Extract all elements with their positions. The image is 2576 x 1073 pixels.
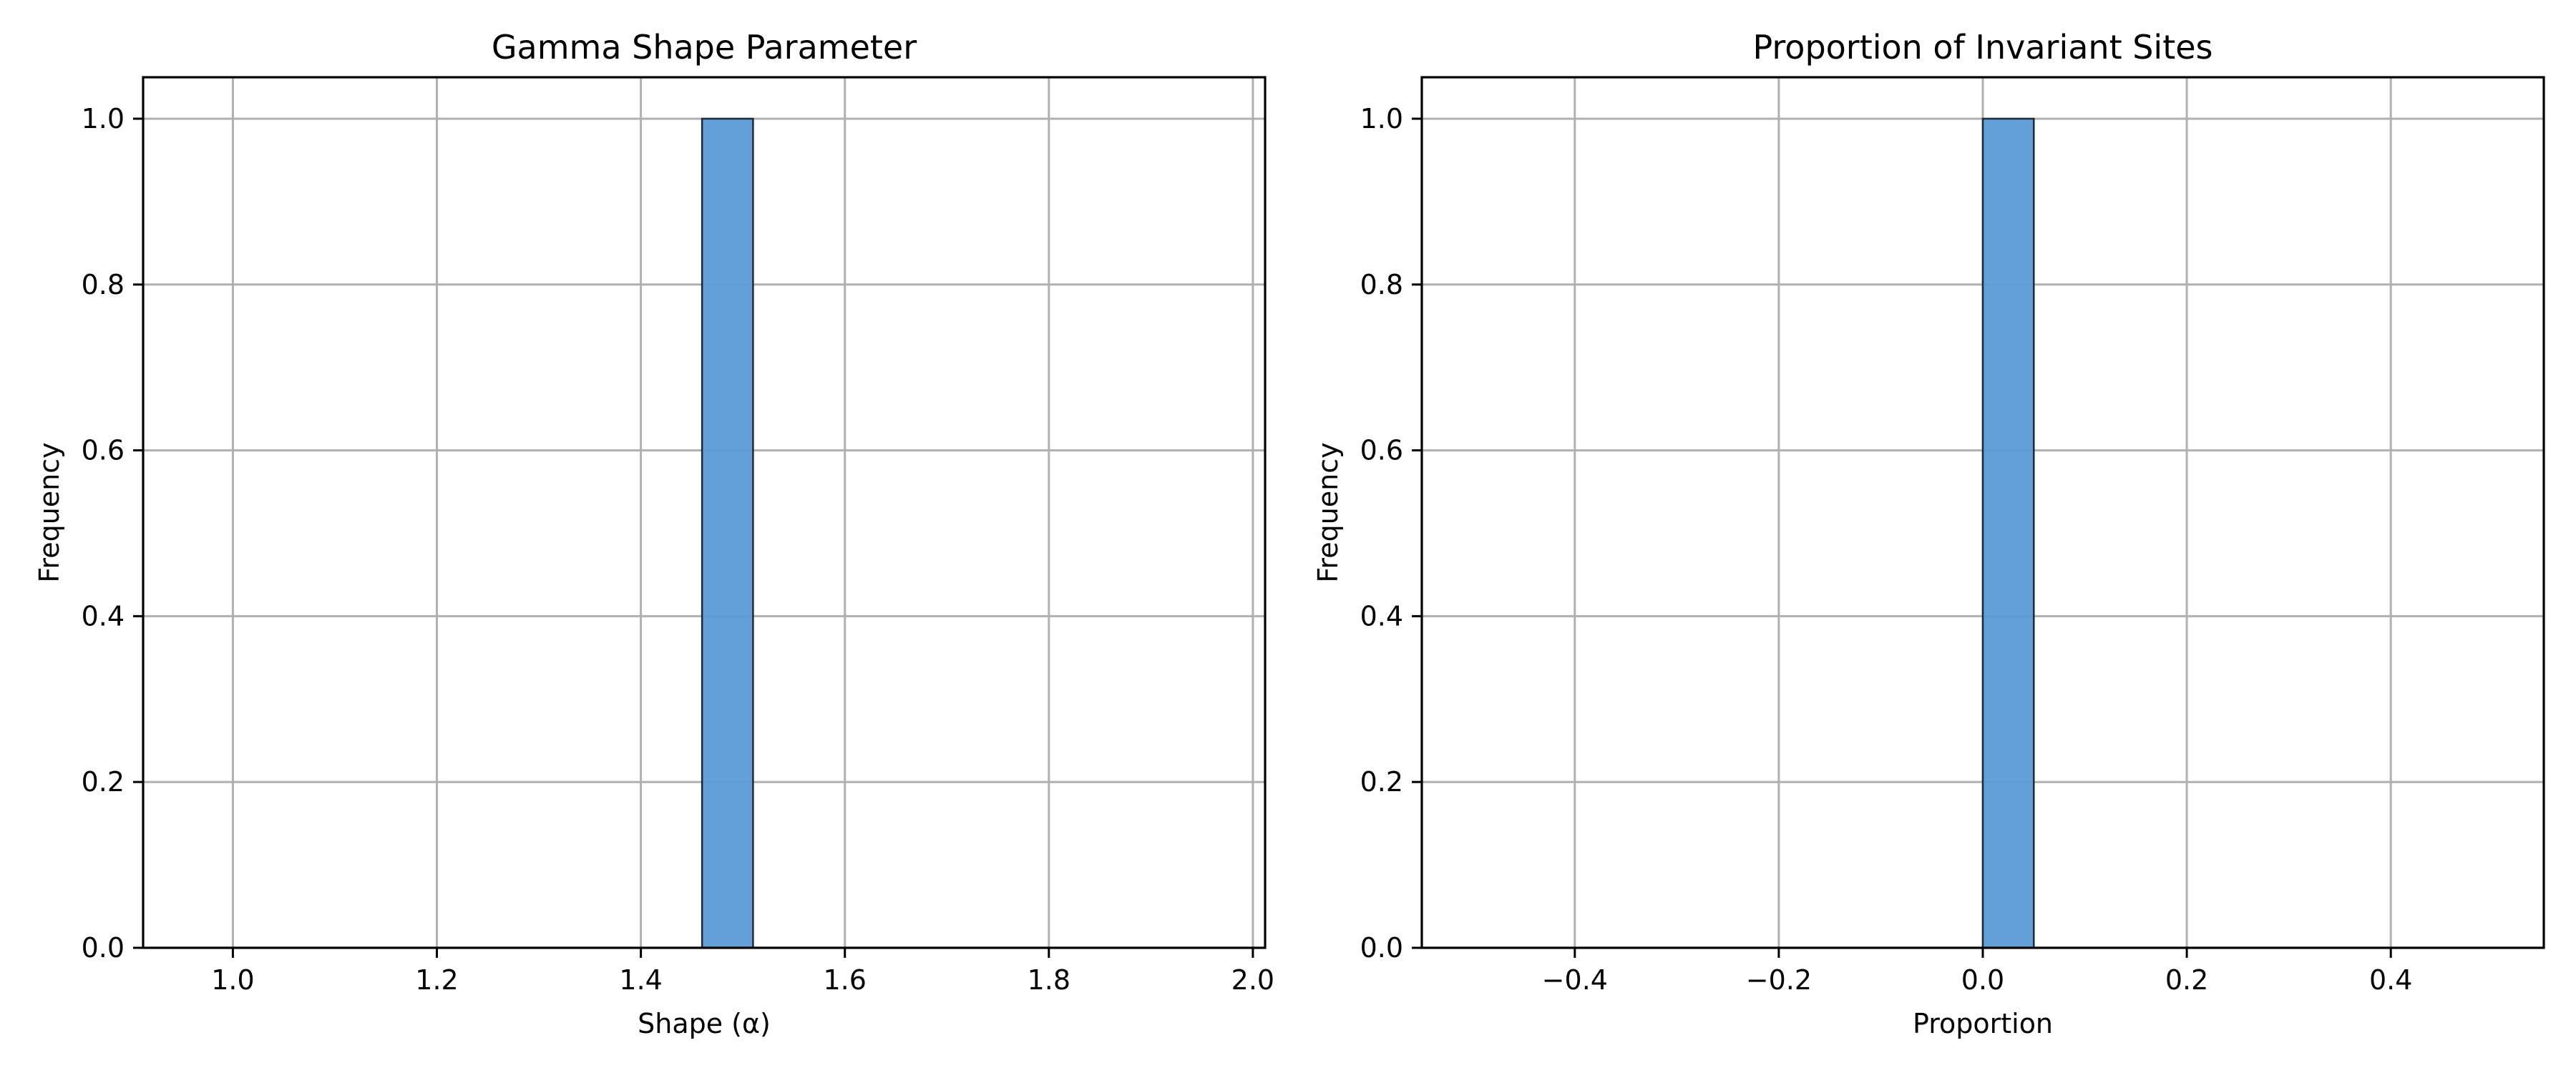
y-tick-label: 0.8 [82, 269, 125, 300]
axis-ticks: −0.4 −0.2 0.0 0.2 0.4 0.0 0.2 0.4 0.6 0.8 1.0 [1360, 103, 2413, 996]
y-tick-label: 0.2 [82, 766, 125, 798]
invariant-sites-panel: −0.4 −0.2 0.0 0.2 0.4 0.0 0.2 0.4 0.6 0.8 1.0 Prop… [1312, 28, 2545, 1039]
y-tick-label: 0.0 [1360, 932, 1403, 964]
x-tick-label: 1.4 [619, 964, 662, 996]
x-tick-label: 1.2 [415, 964, 458, 996]
x-tick-label: 2.0 [1231, 964, 1274, 996]
y-tick-label: 0.4 [1360, 600, 1403, 632]
x-tick-label: −0.2 [1746, 964, 1812, 996]
y-axis-label: Frequency [34, 442, 65, 582]
y-tick-label: 0.6 [82, 435, 125, 466]
y-tick-label: 1.0 [82, 103, 125, 134]
axis-ticks: 1.0 1.2 1.4 1.6 1.8 2.0 0.0 0.2 0.4 0.6 0.8 1.0 [82, 103, 1275, 996]
y-tick-label: 0.0 [82, 932, 125, 964]
plot-frame [142, 76, 1267, 949]
chart-title: Proportion of Invariant Sites [1752, 28, 2212, 67]
x-tick-label: 1.8 [1028, 964, 1070, 996]
x-tick-label: 0.0 [1961, 964, 2004, 996]
x-tick-label: 0.2 [2165, 964, 2208, 996]
y-axis-label: Frequency [1312, 442, 1344, 582]
y-tick-label: 0.4 [82, 600, 125, 632]
histogram-bars [1981, 117, 2035, 949]
x-tick-label: 0.4 [2369, 964, 2412, 996]
histogram-bars [701, 117, 754, 949]
gamma-shape-panel: 1.0 1.2 1.4 1.6 1.8 2.0 0.0 0.2 0.4 0.6 0.8 1.0 Gam… [34, 28, 1274, 1039]
x-axis-label: Shape (α) [638, 1008, 771, 1039]
y-tick-label: 0.2 [1360, 766, 1403, 798]
x-tick-label: 1.6 [823, 964, 866, 996]
x-tick-label: −0.4 [1542, 964, 1608, 996]
histogram-bar [1981, 117, 2035, 949]
y-tick-label: 0.8 [1360, 269, 1403, 300]
y-tick-label: 0.6 [1360, 435, 1403, 466]
x-tick-label: 1.0 [211, 964, 254, 996]
histogram-bar [701, 117, 754, 949]
chart-title: Gamma Shape Parameter [492, 28, 917, 67]
x-axis-label: Proportion [1913, 1008, 2053, 1039]
y-tick-label: 1.0 [1360, 103, 1403, 134]
